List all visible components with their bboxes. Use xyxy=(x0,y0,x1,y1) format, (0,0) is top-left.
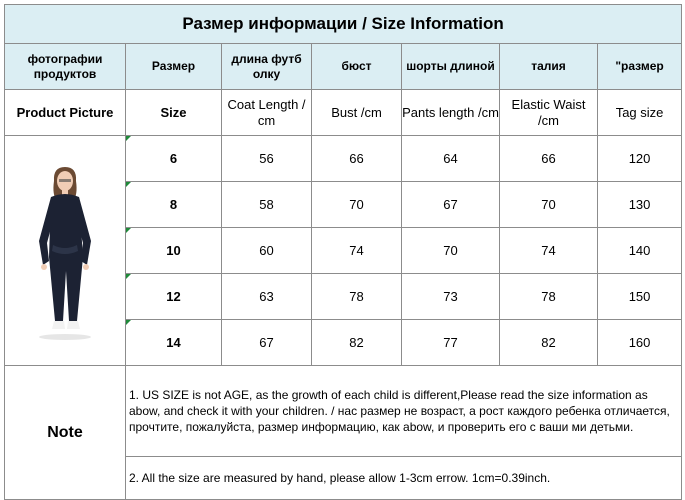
header-ru-tag-size: "размер xyxy=(596,43,683,90)
header-en-pants-length: Pants length /cm xyxy=(401,89,500,136)
header-row-english: Product Picture Size Coat Length / cm Bu… xyxy=(4,89,683,136)
cell-waist: 66 xyxy=(499,135,598,182)
cell-size: 14 xyxy=(125,319,222,366)
cell-waist: 74 xyxy=(499,227,598,274)
cell-bust: 82 xyxy=(311,319,402,366)
cell-pants-length: 67 xyxy=(401,181,500,228)
size-chart: Размер информации / Size Information фот… xyxy=(3,4,683,500)
header-ru-coat-length: длина футб олку xyxy=(221,43,312,90)
header-ru-waist: талия xyxy=(499,43,598,90)
header-en-tag-size: Tag size xyxy=(596,89,683,136)
header-en-waist: Elastic Waist /cm xyxy=(499,89,598,136)
cell-coat-length: 56 xyxy=(221,135,312,182)
header-en-coat-length: Coat Length / cm xyxy=(221,89,312,136)
cell-bust: 74 xyxy=(311,227,402,274)
cell-pants-length: 77 xyxy=(401,319,500,366)
header-ru-pants-length: шорты длиной xyxy=(401,43,500,90)
cell-coat-length: 58 xyxy=(221,181,312,228)
table-row: 14 67 82 77 82 160 xyxy=(5,319,683,366)
cell-bust: 66 xyxy=(311,135,402,182)
cell-coat-length: 63 xyxy=(221,273,312,320)
cell-coat-length: 60 xyxy=(221,227,312,274)
header-ru-product-picture: фотографии продуктов xyxy=(4,43,126,90)
cell-tag-size: 140 xyxy=(596,227,683,274)
cell-pants-length: 70 xyxy=(401,227,500,274)
cell-tag-size: 160 xyxy=(596,319,683,366)
cell-coat-length: 67 xyxy=(221,319,312,366)
note-line-1: 1. US SIZE is not AGE, as the growth of … xyxy=(124,365,683,457)
cell-bust: 78 xyxy=(311,273,402,320)
cell-size: 12 xyxy=(125,273,222,320)
header-row-russian: фотографии продуктов Размер длина футб о… xyxy=(4,43,683,90)
header-ru-size: Размер xyxy=(125,43,222,90)
table-title: Размер информации / Size Information xyxy=(3,4,683,44)
cell-waist: 82 xyxy=(499,319,598,366)
header-en-product-picture: Product Picture xyxy=(4,89,126,136)
cell-tag-size: 130 xyxy=(596,181,683,228)
note-label: Note xyxy=(4,365,126,500)
table-row: 6 56 66 64 66 120 xyxy=(4,135,683,366)
product-figure-image xyxy=(39,166,91,340)
header-ru-bust: бюст xyxy=(311,43,402,90)
cell-tag-size: 150 xyxy=(596,273,683,320)
header-en-bust: Bust /cm xyxy=(311,89,402,136)
cell-pants-length: 64 xyxy=(401,135,500,182)
note-line-2: 2. All the size are measured by hand, pl… xyxy=(124,456,683,500)
cell-pants-length: 73 xyxy=(401,273,500,320)
cell-tag-size: 120 xyxy=(596,135,683,182)
size-table: Размер информации / Size Information фот… xyxy=(3,4,683,500)
cell-waist: 78 xyxy=(499,273,598,320)
cell-size: 6 xyxy=(125,135,222,182)
header-en-size: Size xyxy=(125,89,222,136)
cell-size: 10 xyxy=(125,227,222,274)
table-row: 12 63 78 73 78 150 xyxy=(5,273,683,320)
cell-size: 8 xyxy=(125,181,222,228)
product-photo xyxy=(4,135,126,366)
cell-waist: 70 xyxy=(499,181,598,228)
cell-bust: 70 xyxy=(311,181,402,228)
